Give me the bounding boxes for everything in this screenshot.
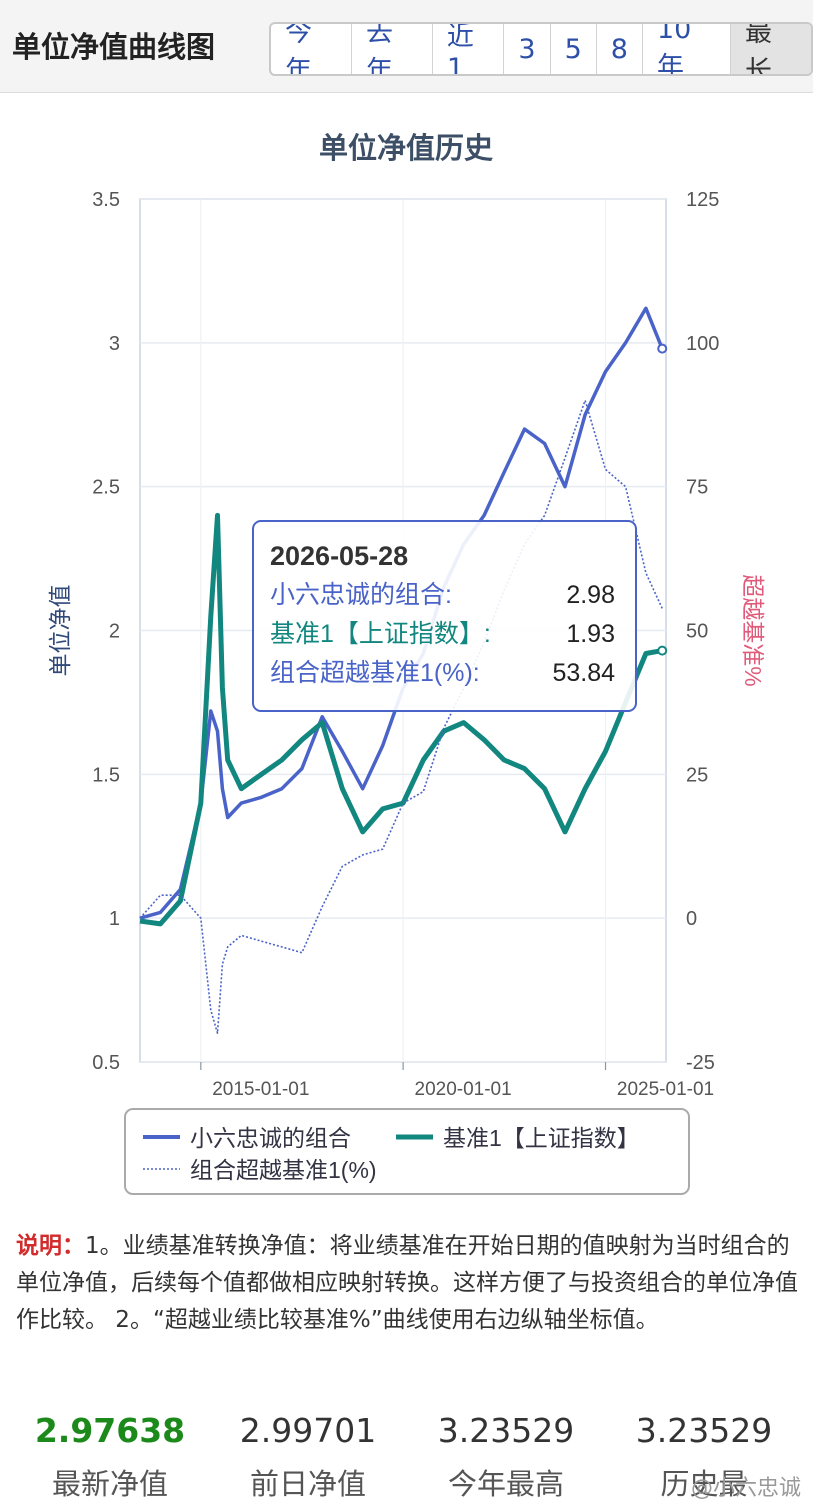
chart-container: 单位净值历史 3.5 3 2.5 2 1.5 1 0.5 125 100 75 50 25 0 -25 20… [0, 92, 813, 1206]
tooltip-row-value: 1.93 [566, 620, 615, 648]
tooltip-row-value: 53.84 [552, 659, 615, 687]
range-8y-button[interactable]: 8 [597, 24, 643, 74]
series-line-portfolio [139, 306, 664, 920]
y2-tick-label: 50 [686, 621, 708, 643]
range-5y-button[interactable]: 5 [551, 24, 597, 74]
nav-chart[interactable]: 单位净值历史 3.5 3 2.5 2 1.5 1 0.5 125 100 75 50 25 0 -25 20… [0, 92, 813, 1202]
stat-all-time-value: 3.23529 [635, 1411, 773, 1450]
stat-previous-label: 前日净值 [249, 1467, 366, 1501]
stat-all-time-label: 历史最 [660, 1467, 748, 1501]
stat-year-high-label: 今年最高 [447, 1467, 564, 1501]
legend-label-benchmark: 基准1【上证指数】 [443, 1125, 640, 1151]
tooltip-row-label: 小六忠诚的组合: [270, 581, 452, 609]
note-prefix: 说明： [16, 1233, 85, 1259]
y2-tick-label: 125 [686, 189, 719, 211]
tooltip-row-value: 2.98 [566, 581, 615, 609]
benchmark-end-marker [657, 645, 668, 656]
tooltip-date: 2026-05-28 [270, 541, 408, 571]
y-tick-label: 2 [109, 621, 120, 643]
stat-previous: 2.99701 前日净值 [213, 1405, 403, 1503]
range-max-button[interactable]: 最长 [731, 24, 811, 74]
stat-year-high: 3.23529 今年最高 [411, 1405, 601, 1503]
y-tick-label: 1.5 [92, 764, 120, 786]
legend-label-portfolio: 小六忠诚的组合 [190, 1125, 351, 1151]
y2-tick-label: 100 [686, 333, 719, 355]
y-tick-label: 0.5 [92, 1052, 120, 1074]
range-last-year-button[interactable]: 去年 [352, 24, 433, 74]
range-1y-button[interactable]: 近1 [433, 24, 505, 74]
note-text: 1。业绩基准转换净值：将业绩基准在开始日期的值映射为当时组合的单位净值，后续每个… [16, 1233, 798, 1333]
y-tick-label: 1 [109, 908, 120, 930]
stats-row: 2.97638 最新净值 2.99701 前日净值 3.23529 今年最高 3… [0, 1405, 813, 1507]
series-line-excess [139, 399, 663, 1035]
chart-title: 单位净值历史 [319, 131, 493, 165]
stat-latest-label: 最新净值 [51, 1467, 168, 1501]
legend-box [124, 1108, 690, 1195]
portfolio-end-marker [657, 343, 668, 354]
y2-tick-label: 0 [686, 908, 697, 930]
header-bar: 单位净值曲线图 今年 去年 近1 3 5 8 10年 最长 [0, 0, 813, 93]
x-tick-label: 2020-01-01 [415, 1079, 512, 1100]
stat-previous-value: 2.99701 [239, 1411, 377, 1450]
tooltip-row-label: 组合超越基准1(%): [270, 659, 480, 687]
legend-label-excess: 组合超越基准1(%) [190, 1157, 377, 1183]
y2-tick-label: 75 [686, 477, 708, 499]
stat-latest: 2.97638 最新净值 [15, 1405, 205, 1503]
range-this-year-button[interactable]: 今年 [271, 24, 352, 74]
stat-year-high-value: 3.23529 [437, 1411, 575, 1450]
y2-tick-label: 25 [686, 764, 708, 786]
series-line-benchmark [139, 512, 663, 927]
range-10y-button[interactable]: 10年 [643, 24, 732, 74]
tooltip-row-label: 基准1【上证指数】: [270, 620, 491, 648]
range-3y-button[interactable]: 3 [504, 24, 551, 74]
y2-tick-label: -25 [686, 1052, 715, 1074]
y2-axis-label: 超越基准% [740, 574, 766, 686]
x-tick-label: 2015-01-01 [212, 1079, 309, 1100]
explanation-note: 说明：1。业绩基准转换净值：将业绩基准在开始日期的值映射为当时组合的单位净值，后… [16, 1228, 801, 1339]
y-tick-label: 3.5 [92, 189, 120, 211]
tooltip-box [252, 520, 637, 712]
page-title: 单位净值曲线图 [12, 30, 216, 64]
y-tick-label: 3 [109, 333, 120, 355]
x-tick-label: 2025-01-01 [617, 1079, 714, 1100]
watermark: @小六忠诚 [690, 1476, 801, 1501]
range-selector: 今年 去年 近1 3 5 8 10年 最长 [269, 22, 813, 76]
stat-latest-value: 2.97638 [34, 1411, 186, 1450]
y-tick-label: 2.5 [92, 477, 120, 499]
y-axis-label: 单位净值 [47, 585, 73, 677]
stat-all-time: 3.23529 历史最 [609, 1405, 799, 1503]
